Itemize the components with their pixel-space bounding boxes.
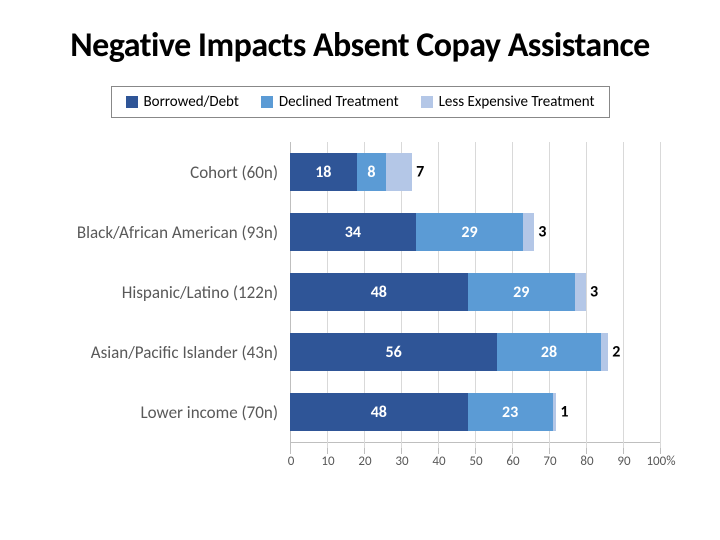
x-tick-label: 80 [580, 454, 593, 469]
legend-item-borrowed: Borrowed/Debt [126, 93, 239, 111]
category-label: Black/African American (93n) [28, 202, 290, 262]
category-label: Lower income (70n) [28, 382, 290, 442]
chart-area: 0 10 20 30 40 50 60 70 80 90 100%Cohort (60n)7188B… [290, 142, 660, 482]
legend-swatch-icon [126, 96, 138, 108]
legend-swatch-icon [261, 96, 273, 108]
bar-row: Asian/Pacific Islander (43n)25628 [290, 322, 660, 382]
x-tick-label: 70 [543, 454, 556, 469]
x-tick-label: 30 [395, 454, 408, 469]
legend-item-declined: Declined Treatment [261, 93, 399, 111]
x-tick-label: 60 [506, 454, 519, 469]
bar-row: Hispanic/Latino (122n)34829 [290, 262, 660, 322]
category-label: Hispanic/Latino (122n) [28, 262, 290, 322]
x-tick-label: 100% [646, 454, 675, 469]
legend: Borrowed/Debt Declined Treatment Less Ex… [111, 86, 610, 118]
bar-row: Black/African American (93n)33429 [290, 202, 660, 262]
legend-swatch-icon [421, 96, 433, 108]
bar-segment: 23 [468, 393, 553, 431]
x-tick-label: 90 [617, 454, 630, 469]
legend-label: Borrowed/Debt [144, 93, 239, 111]
legend-label: Less Expensive Treatment [439, 93, 595, 111]
bar-segment: 29 [468, 273, 575, 311]
bar-stack: 3429 [290, 213, 660, 251]
bar-row: Lower income (70n)14823 [290, 382, 660, 442]
x-tick-label: 0 [288, 454, 295, 469]
bar-segment [575, 273, 586, 311]
bar-stack: 4829 [290, 273, 660, 311]
bar-segment [601, 333, 608, 371]
bar-segment [553, 393, 557, 431]
bar-stack: 5628 [290, 333, 660, 371]
bar-stack: 188 [290, 153, 660, 191]
bar-row: Cohort (60n)7188 [290, 142, 660, 202]
category-label: Asian/Pacific Islander (43n) [28, 322, 290, 382]
x-tick-label: 40 [432, 454, 445, 469]
bar-segment: 18 [290, 153, 357, 191]
bar-segment [523, 213, 534, 251]
category-label: Cohort (60n) [28, 142, 290, 202]
bar-segment: 56 [290, 333, 497, 371]
x-tick-label: 20 [358, 454, 371, 469]
legend-label: Declined Treatment [279, 93, 399, 111]
slide-container: Negative Impacts Absent Copay Assistance… [0, 0, 720, 540]
bar-segment: 48 [290, 273, 468, 311]
bar-segment: 34 [290, 213, 416, 251]
chart-title: Negative Impacts Absent Copay Assistance [35, 25, 685, 66]
bar-segment: 48 [290, 393, 468, 431]
bar-segment: 28 [497, 333, 601, 371]
x-tick-label: 10 [321, 454, 334, 469]
bar-stack: 4823 [290, 393, 660, 431]
legend-item-less-expensive: Less Expensive Treatment [421, 93, 595, 111]
gridline: 100% [660, 142, 661, 448]
bar-segment [386, 153, 412, 191]
plot-area: 0102030405060708090100%Cohort (60n)7188B… [290, 142, 660, 443]
x-tick-label: 50 [469, 454, 482, 469]
bar-segment: 8 [357, 153, 387, 191]
bar-segment: 29 [416, 213, 523, 251]
